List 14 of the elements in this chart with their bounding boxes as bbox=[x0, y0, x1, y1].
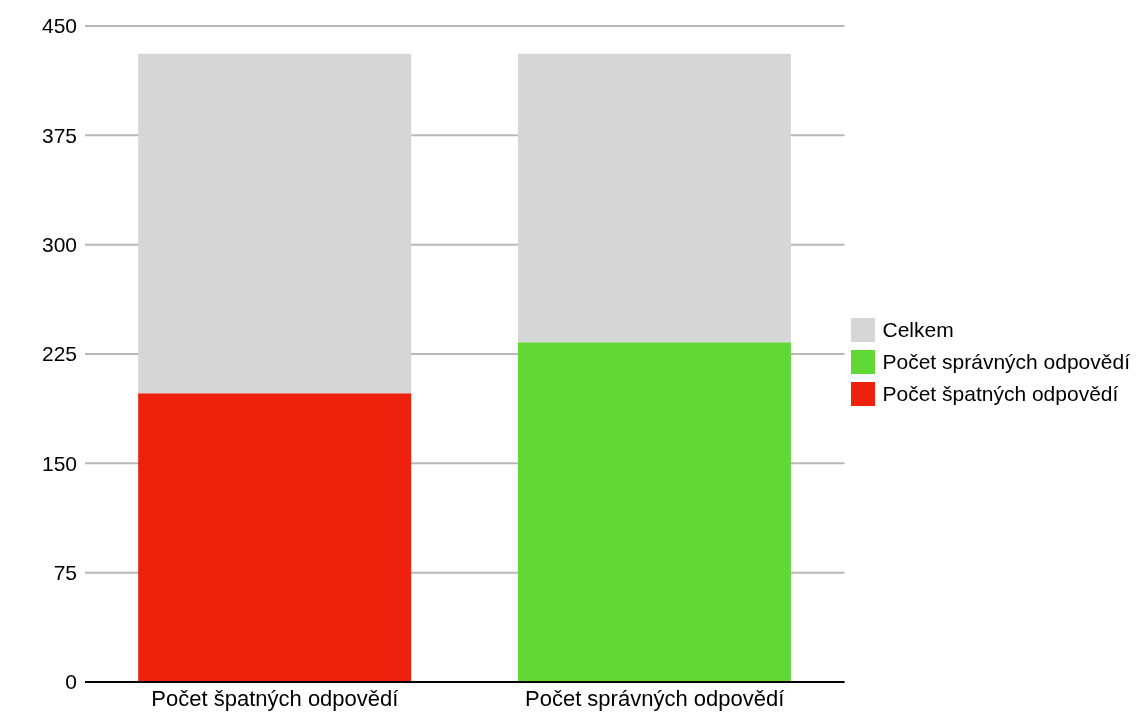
y-tick-label: 300 bbox=[41, 233, 77, 257]
legend-label: Počet správných odpovědí bbox=[882, 350, 1130, 374]
y-tick-label: 225 bbox=[41, 342, 77, 366]
y-tick-label: 150 bbox=[41, 451, 77, 475]
bar bbox=[517, 53, 791, 343]
legend-label: Počet špatných odpovědí bbox=[882, 382, 1119, 406]
bar bbox=[138, 393, 412, 682]
bar bbox=[138, 53, 412, 394]
bar bbox=[517, 342, 791, 682]
y-tick-label: 75 bbox=[53, 561, 77, 585]
y-tick-label: 450 bbox=[41, 14, 77, 38]
y-tick-label: 0 bbox=[65, 670, 77, 694]
y-tick-label: 375 bbox=[41, 123, 77, 147]
legend-label: Celkem bbox=[882, 318, 954, 342]
